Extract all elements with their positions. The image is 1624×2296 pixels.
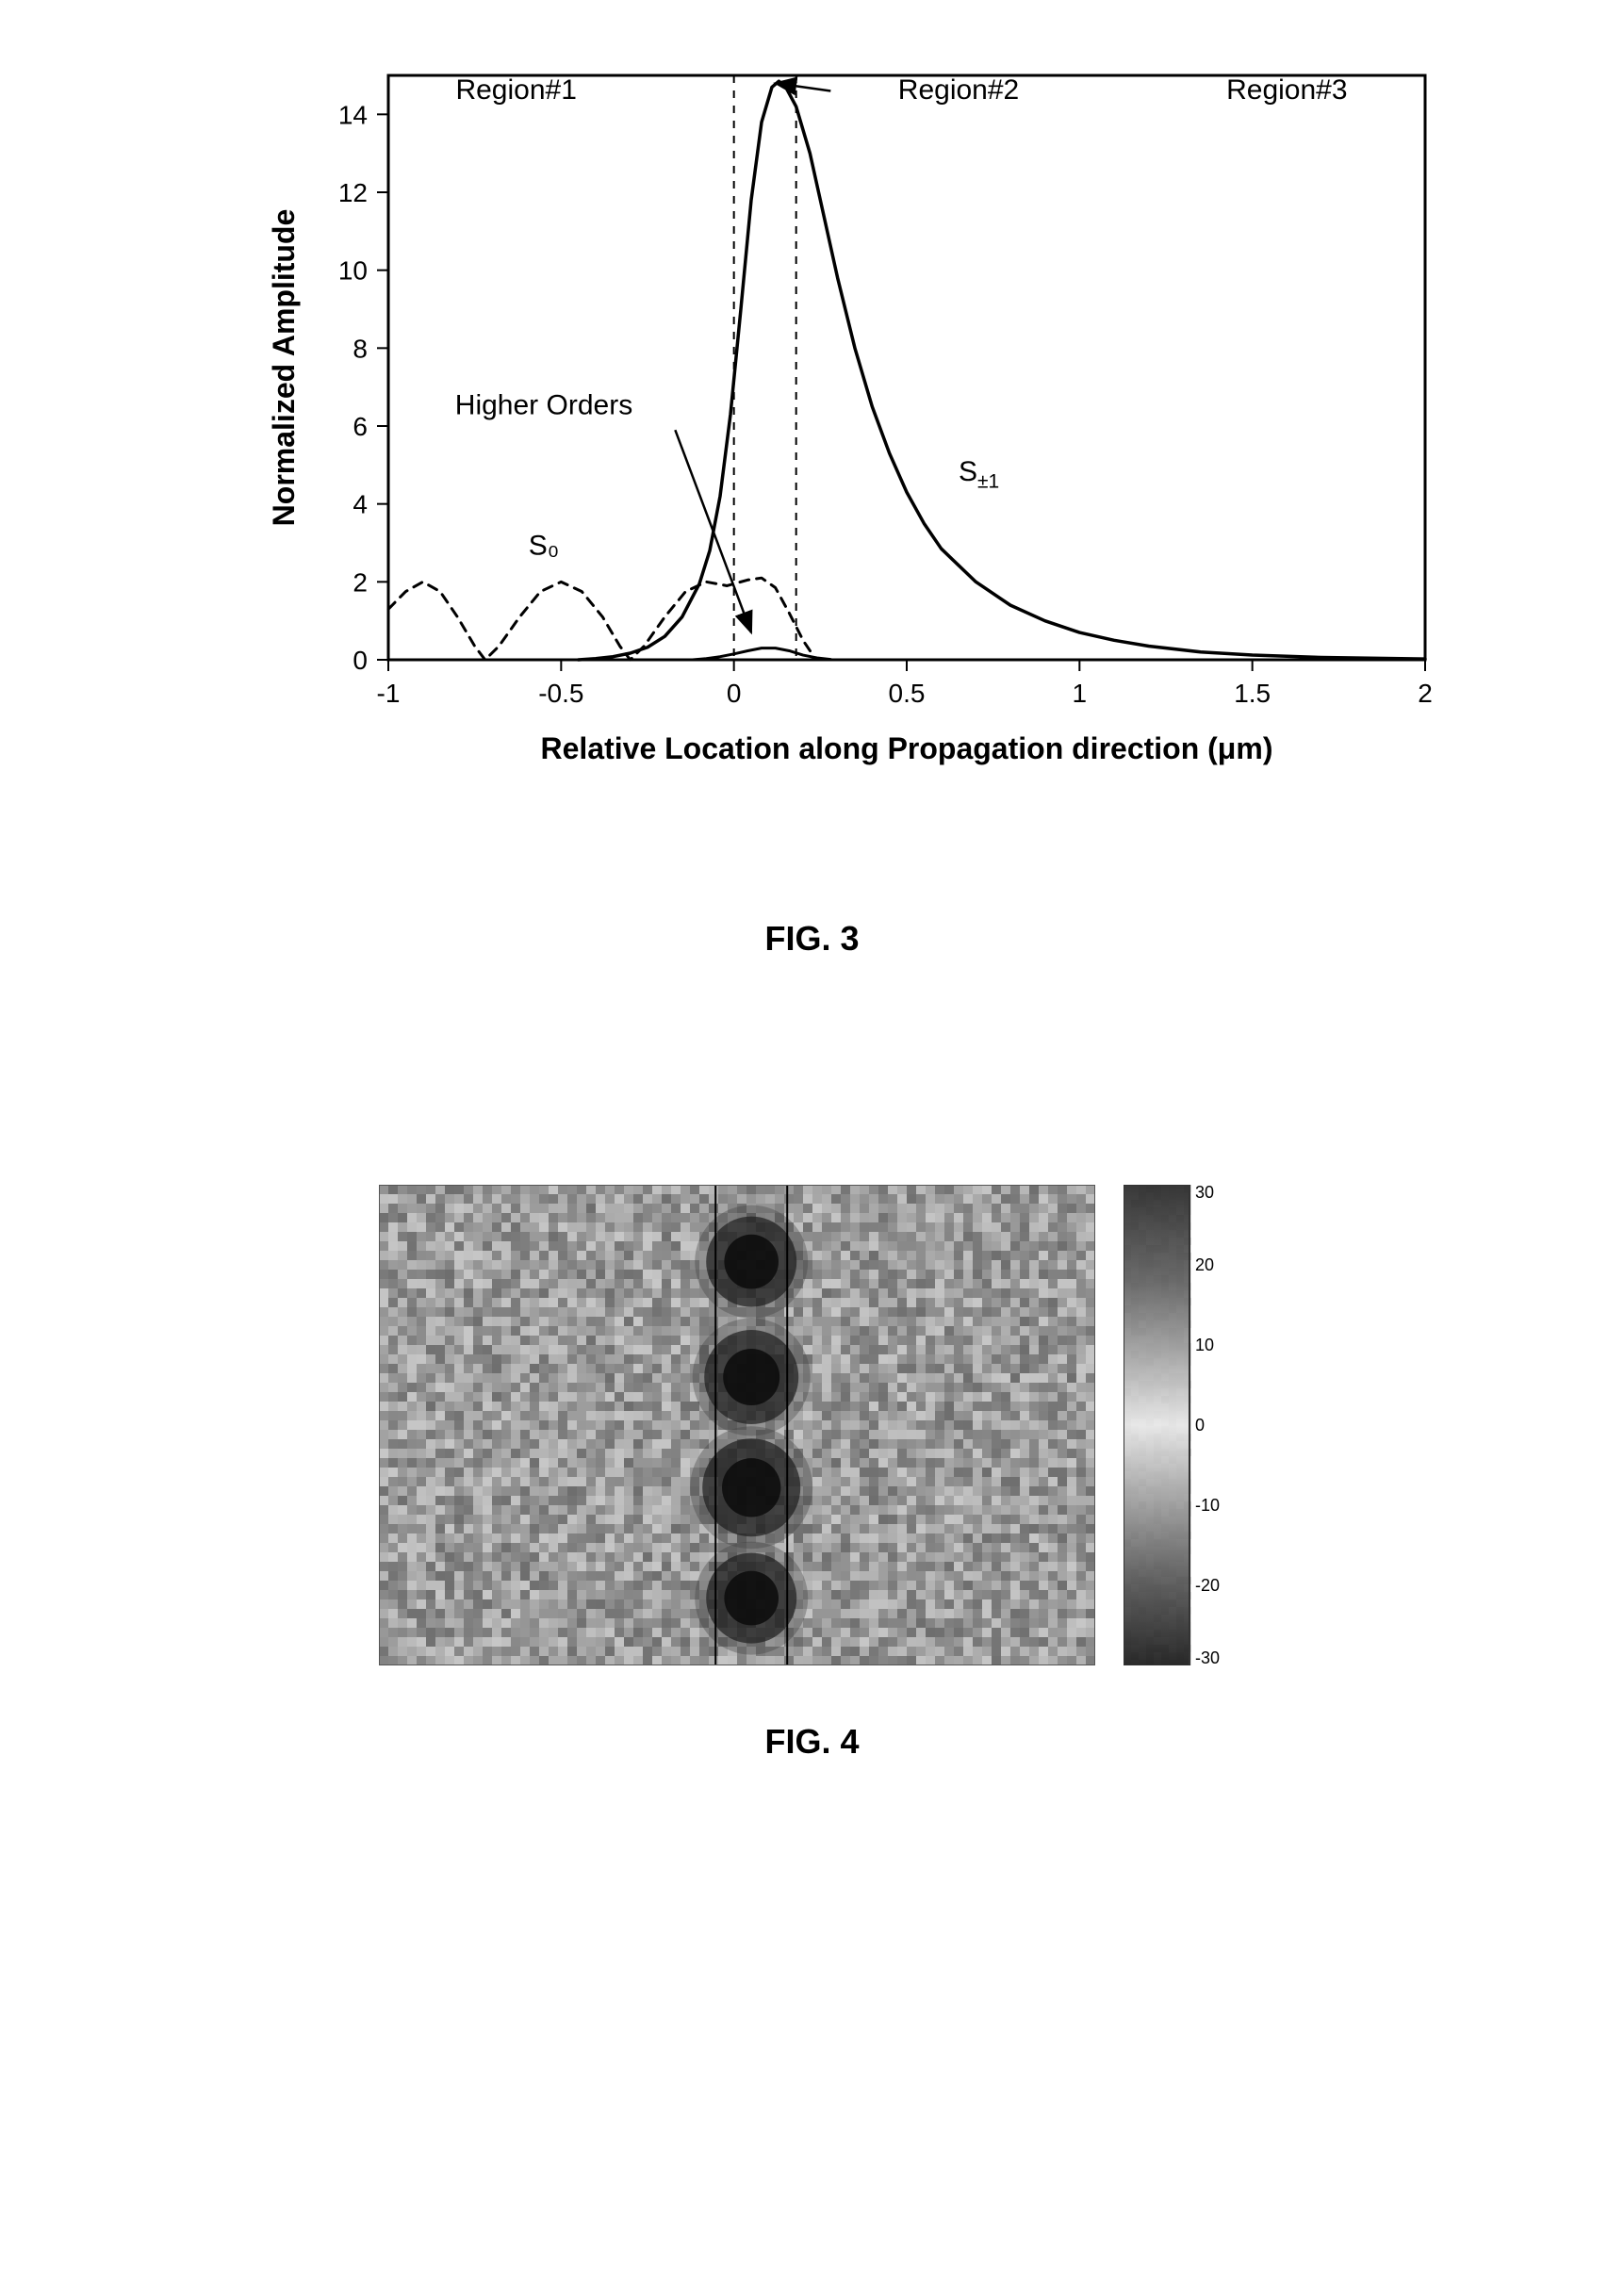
svg-text:2: 2 — [1418, 679, 1433, 708]
fig4-container: 30 20 10 0 -10 -20 -30 — [379, 1185, 1246, 1665]
fig4-colorbar: 30 20 10 0 -10 -20 -30 — [1124, 1185, 1246, 1665]
svg-text:8: 8 — [353, 334, 368, 363]
svg-text:Region#1: Region#1 — [455, 74, 576, 106]
svg-text:0: 0 — [353, 646, 368, 675]
svg-text:0.5: 0.5 — [888, 679, 925, 708]
svg-text:10: 10 — [1195, 1336, 1214, 1354]
fig3-svg: -1 -0.5 0 0.5 1 1.5 2 0 2 4 6 8 10 12 14 Region#1 Region… — [153, 38, 1472, 820]
svg-text:-20: -20 — [1195, 1576, 1220, 1595]
svg-text:-1: -1 — [376, 679, 400, 708]
svg-text:12: 12 — [337, 178, 367, 207]
svg-text:0: 0 — [1195, 1416, 1205, 1435]
svg-text:Normalized Amplitude: Normalized Amplitude — [267, 209, 301, 527]
svg-text:-10: -10 — [1195, 1496, 1220, 1515]
svg-text:2: 2 — [353, 567, 368, 597]
svg-text:Higher Orders: Higher Orders — [454, 390, 632, 421]
fig4-caption: FIG. 4 — [764, 1722, 859, 1762]
svg-text:20: 20 — [1195, 1255, 1214, 1274]
fig4-heatmap — [379, 1185, 1095, 1665]
svg-text:10: 10 — [337, 256, 367, 286]
fig3-chart: -1 -0.5 0 0.5 1 1.5 2 0 2 4 6 8 10 12 14 Region#1 Region… — [153, 38, 1472, 825]
fig3-caption: FIG. 3 — [764, 919, 859, 959]
svg-text:1: 1 — [1072, 679, 1087, 708]
svg-text:1.5: 1.5 — [1234, 679, 1271, 708]
svg-text:14: 14 — [337, 100, 367, 129]
svg-text:6: 6 — [353, 412, 368, 441]
svg-text:4: 4 — [353, 490, 368, 519]
svg-text:-0.5: -0.5 — [538, 679, 583, 708]
svg-text:30: 30 — [1195, 1185, 1214, 1202]
svg-text:Region#3: Region#3 — [1226, 74, 1347, 106]
svg-text:Region#2: Region#2 — [897, 74, 1018, 106]
svg-text:-30: -30 — [1195, 1648, 1220, 1665]
svg-text:0: 0 — [726, 679, 741, 708]
svg-text:Relative Location along Propag: Relative Location along Propagation dire… — [540, 731, 1272, 765]
svg-text:S₀: S₀ — [528, 530, 558, 561]
